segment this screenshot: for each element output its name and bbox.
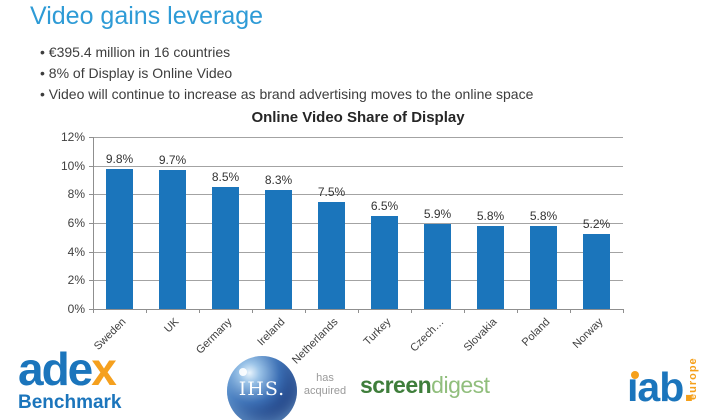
screendigest-logo: screendigest	[360, 372, 490, 399]
y-axis-label: 12%	[60, 130, 85, 144]
bar-Sweden	[106, 168, 133, 309]
x-axis-tick	[517, 309, 518, 313]
gridline	[93, 251, 623, 253]
bar-Germany	[212, 187, 239, 309]
y-axis-label: 8%	[67, 187, 85, 202]
page-title: Video gains leverage	[30, 2, 264, 30]
y-axis-label: 0%	[67, 302, 85, 316]
bar-UK	[159, 169, 186, 309]
adex-logo: adex Benchmark	[18, 346, 122, 412]
bar-value-label: 9.7%	[158, 152, 187, 167]
x-axis-tick	[199, 309, 200, 313]
screendigest-logo-screen: screen	[360, 372, 432, 398]
gridline	[93, 280, 623, 282]
adex-benchmark-label: Benchmark	[18, 392, 122, 413]
x-axis-tick	[570, 309, 571, 313]
y-axis-tick	[89, 165, 93, 167]
bar-Norway	[583, 234, 610, 309]
bar-value-label: 8.3%	[264, 173, 293, 188]
bar-value-label: 7.5%	[317, 184, 346, 199]
screendigest-logo-digest: digest	[431, 372, 490, 398]
gridline	[93, 165, 623, 167]
bar-Czech…	[424, 224, 451, 309]
y-axis-tick	[89, 251, 93, 253]
y-axis-label: 2%	[67, 273, 85, 288]
y-axis-label: 4%	[67, 244, 85, 259]
y-axis-tick	[89, 194, 93, 196]
x-axis-tick	[411, 309, 412, 313]
y-axis-tick	[89, 280, 93, 282]
bar-Poland	[530, 225, 557, 309]
ihs-logo-text: IHS.	[238, 378, 286, 400]
bar-Turkey	[371, 215, 398, 309]
bar-Slovakia	[477, 225, 504, 309]
y-axis-line	[93, 137, 94, 309]
bar-Netherlands	[318, 201, 345, 309]
adex-logo-x: x	[91, 343, 117, 395]
bar-value-label: 9.8%	[105, 151, 134, 166]
bullet-item: €395.4 million in 16 countries	[40, 42, 533, 63]
iab-logo: ıab.	[627, 364, 695, 411]
x-axis-tick	[146, 309, 147, 313]
y-axis-label: 10%	[60, 158, 85, 173]
x-axis-tick	[305, 309, 306, 313]
x-axis-tick	[93, 309, 94, 313]
gridline	[93, 137, 623, 138]
y-axis-label: 6%	[67, 216, 85, 230]
bar-value-label: 5.8%	[476, 208, 505, 223]
x-axis-tick	[464, 309, 465, 313]
ihs-glint-highlight	[239, 368, 247, 376]
bar-Ireland	[265, 190, 292, 309]
chart-title: Online Video Share of Display	[251, 109, 465, 126]
iab-logo-period: .	[683, 364, 695, 410]
has-acquired-caption: has acquired	[303, 372, 347, 397]
gridline	[93, 194, 623, 196]
bullet-item: Video will continue to increase as brand…	[40, 84, 534, 105]
bullet-item: 8% of Display is Online Video	[40, 63, 533, 84]
x-axis-tick	[252, 309, 253, 313]
bar-value-label: 6.5%	[370, 198, 399, 213]
gridline	[93, 223, 623, 224]
bar-value-label: 5.9%	[423, 207, 452, 222]
y-axis-tick	[89, 137, 93, 138]
iab-europe-label: europe	[687, 357, 699, 400]
iab-i-dot	[631, 371, 639, 379]
y-axis-tick	[89, 223, 93, 224]
x-axis-tick	[623, 309, 624, 313]
adex-logo-word: adex	[18, 343, 117, 395]
bar-value-label: 5.8%	[529, 208, 558, 223]
ihs-logo: IHS.	[227, 356, 297, 420]
bullet-list: €395.4 million in 16 countries 8% of Dis…	[40, 42, 534, 105]
x-axis-tick	[358, 309, 359, 313]
y-axis-tick	[89, 309, 93, 310]
bar-value-label: 8.5%	[211, 170, 240, 185]
bar-value-label: 5.2%	[582, 217, 611, 232]
